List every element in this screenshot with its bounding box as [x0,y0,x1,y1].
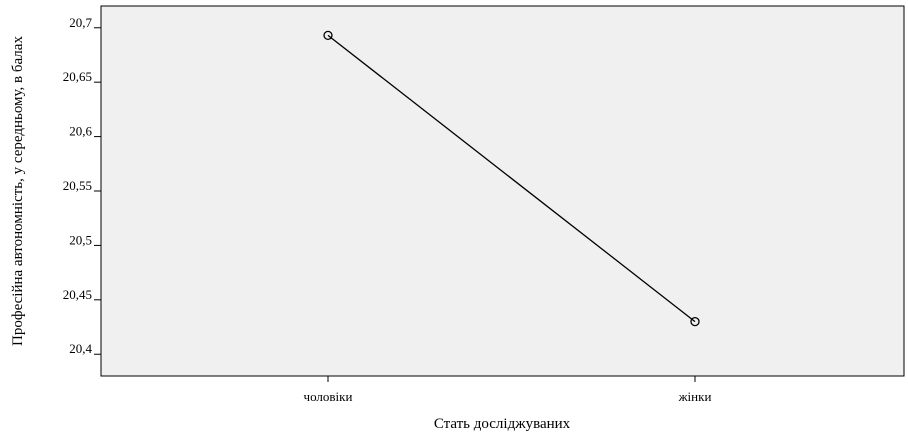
y-tick-label: 20,45 [63,287,92,302]
y-axis-ticks: 20,4 20,45 20,5 20,55 20,6 20,65 20,7 [63,15,101,356]
x-tick-label: жінки [678,389,712,404]
y-tick-label: 20,6 [69,124,92,139]
plot-area [100,5,905,377]
x-axis-title: Стать досліджуваних [434,416,571,432]
x-tick-label: чоловіки [304,389,353,404]
y-tick-label: 20,55 [63,178,92,193]
y-tick-label: 20,65 [63,69,92,84]
series-group [323,30,700,327]
y-tick-label: 20,7 [69,15,92,30]
x-axis-ticks: чоловіки жінки [304,376,712,404]
data-point-marker [690,316,700,327]
data-point-marker [323,30,333,41]
series-line [327,34,696,323]
y-axis-title: Професійна автономність, у середньому, в… [10,36,26,346]
y-tick-label: 20,5 [69,232,92,247]
y-tick-label: 20,4 [69,341,92,356]
